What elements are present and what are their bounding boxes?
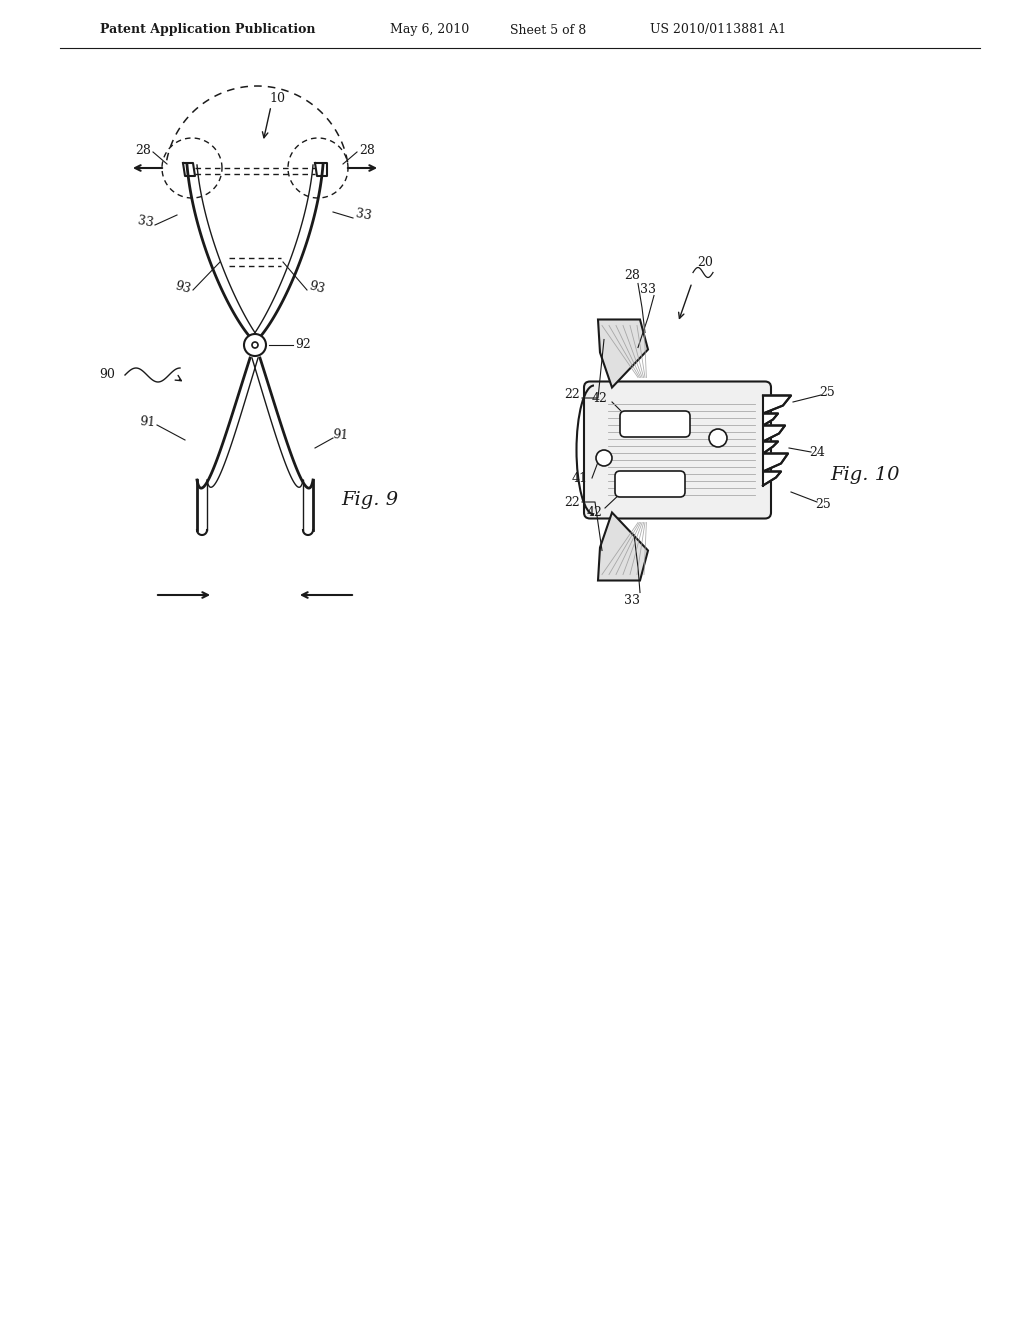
- Circle shape: [252, 342, 258, 348]
- Text: 28: 28: [135, 144, 151, 157]
- Text: 91: 91: [138, 414, 156, 429]
- Text: 24: 24: [809, 446, 825, 458]
- Polygon shape: [598, 512, 648, 581]
- Polygon shape: [763, 396, 791, 486]
- Text: US 2010/0113881 A1: US 2010/0113881 A1: [650, 24, 786, 37]
- Text: 33: 33: [354, 207, 372, 223]
- Text: 33: 33: [624, 594, 640, 607]
- Text: 25: 25: [819, 385, 835, 399]
- Text: 91: 91: [332, 428, 348, 442]
- FancyBboxPatch shape: [584, 381, 771, 519]
- Circle shape: [709, 429, 727, 447]
- Text: May 6, 2010: May 6, 2010: [390, 24, 469, 37]
- Text: 42: 42: [592, 392, 608, 404]
- Circle shape: [244, 334, 266, 356]
- Text: Sheet 5 of 8: Sheet 5 of 8: [510, 24, 587, 37]
- Text: 10: 10: [269, 91, 285, 104]
- Text: 93: 93: [307, 280, 327, 296]
- Text: 25: 25: [815, 499, 830, 511]
- FancyBboxPatch shape: [620, 411, 690, 437]
- Text: 33: 33: [640, 282, 656, 296]
- FancyBboxPatch shape: [615, 471, 685, 498]
- Text: 33: 33: [136, 214, 154, 230]
- Text: 28: 28: [359, 144, 375, 157]
- Text: 20: 20: [697, 256, 713, 269]
- Circle shape: [596, 450, 612, 466]
- Text: 22: 22: [564, 388, 580, 401]
- Text: Fig. 10: Fig. 10: [830, 466, 900, 484]
- Text: 42: 42: [587, 506, 603, 519]
- Polygon shape: [598, 319, 648, 388]
- Text: 90: 90: [99, 368, 115, 381]
- Text: 28: 28: [624, 269, 640, 282]
- Text: Fig. 9: Fig. 9: [341, 491, 398, 510]
- Text: 22: 22: [564, 495, 580, 508]
- Text: 92: 92: [295, 338, 311, 351]
- Text: 41: 41: [572, 471, 588, 484]
- Text: Patent Application Publication: Patent Application Publication: [100, 24, 315, 37]
- Text: 93: 93: [174, 280, 193, 296]
